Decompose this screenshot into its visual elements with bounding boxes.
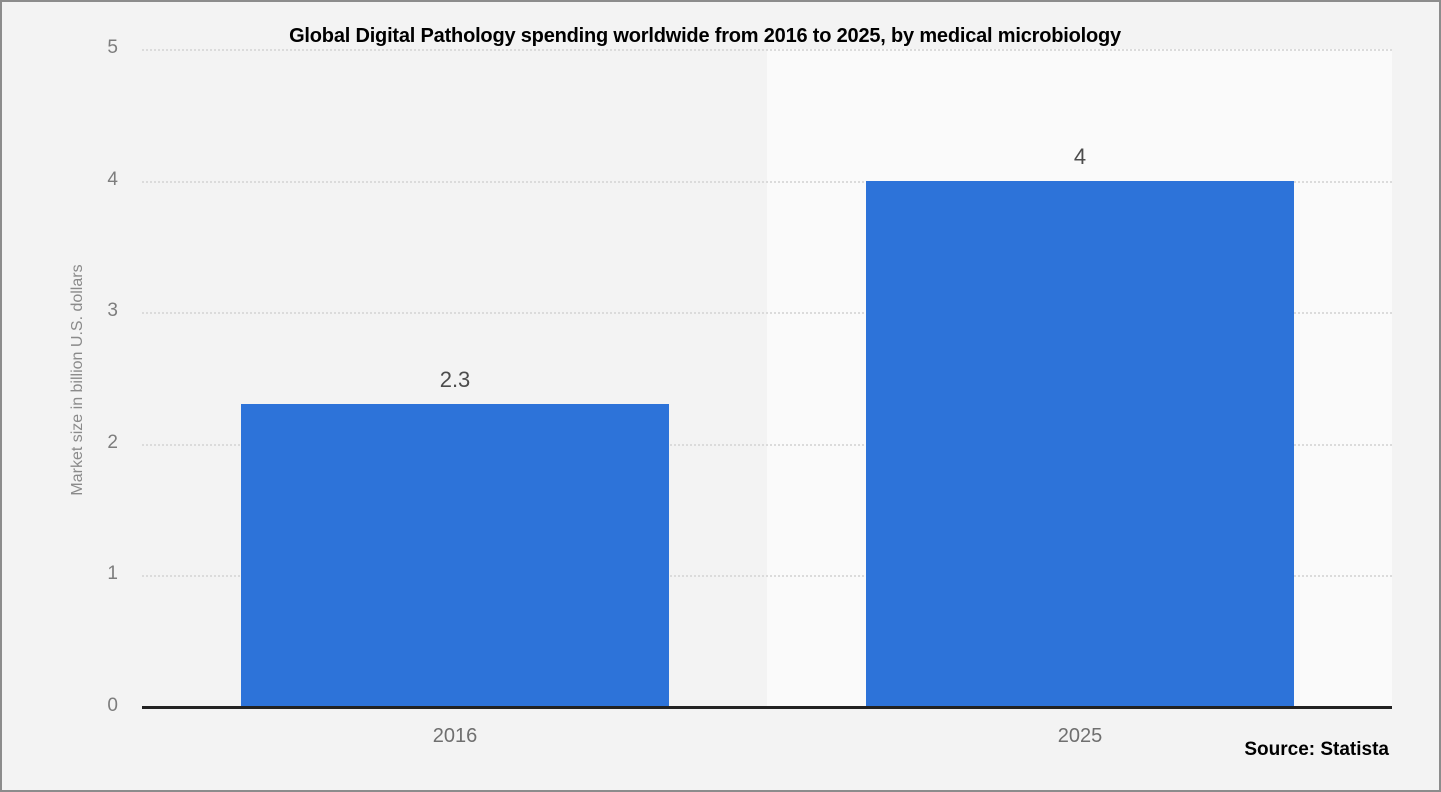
- gridline-y-2: [142, 444, 1392, 446]
- bar-value-label-2016: 2.3: [439, 367, 471, 392]
- bar-value-label-2025: 4: [1073, 144, 1087, 169]
- plot-area: [142, 49, 1392, 707]
- x-axis-line: [142, 706, 1392, 709]
- y-tick-label-0: 0: [107, 695, 118, 716]
- y-tick-label-1: 1: [107, 563, 118, 584]
- chart-title: Global Digital Pathology spending worldw…: [289, 25, 1121, 47]
- gridline-y-4: [142, 181, 1392, 183]
- y-tick-label-2: 2: [107, 432, 118, 453]
- y-tick-label-3: 3: [107, 300, 118, 321]
- source-label: Source: Statista: [1244, 739, 1389, 760]
- gridline-y-1: [142, 575, 1392, 577]
- gridline-y-3: [142, 312, 1392, 314]
- y-tick-label-5: 5: [107, 37, 118, 58]
- bar-2025: [866, 181, 1294, 707]
- gridline-y-5: [142, 49, 1392, 51]
- x-axis-label-2025: 2025: [1057, 725, 1103, 747]
- y-tick-label-4: 4: [107, 169, 118, 190]
- x-axis-label-2016: 2016: [432, 725, 478, 747]
- bar-2016: [241, 404, 669, 707]
